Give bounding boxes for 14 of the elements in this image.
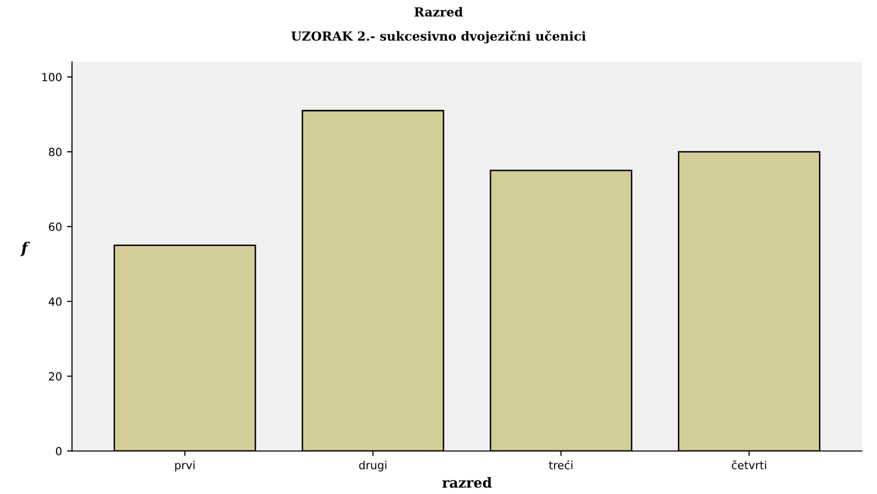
y-tick-label: 60: [48, 222, 62, 231]
x-tick-label: prvi: [175, 460, 194, 472]
chart-title: Razred: [414, 6, 463, 17]
y-axis-title: f: [20, 242, 30, 256]
x-axis-title: razred: [442, 477, 492, 488]
y-tick-label: 80: [48, 148, 62, 156]
y-tick-label: 100: [42, 72, 62, 82]
y-tick-label: 0: [56, 446, 62, 456]
chart-subtitle: UZORAK 2.- sukcesivno dvojezični učenici: [291, 30, 586, 44]
x-tick-label: treći: [548, 460, 572, 470]
x-tick-label: drugi: [359, 460, 386, 472]
x-tick-label: četvrti: [732, 460, 766, 470]
y-tick-label: 40: [48, 297, 62, 306]
y-tick-label: 20: [48, 372, 62, 381]
